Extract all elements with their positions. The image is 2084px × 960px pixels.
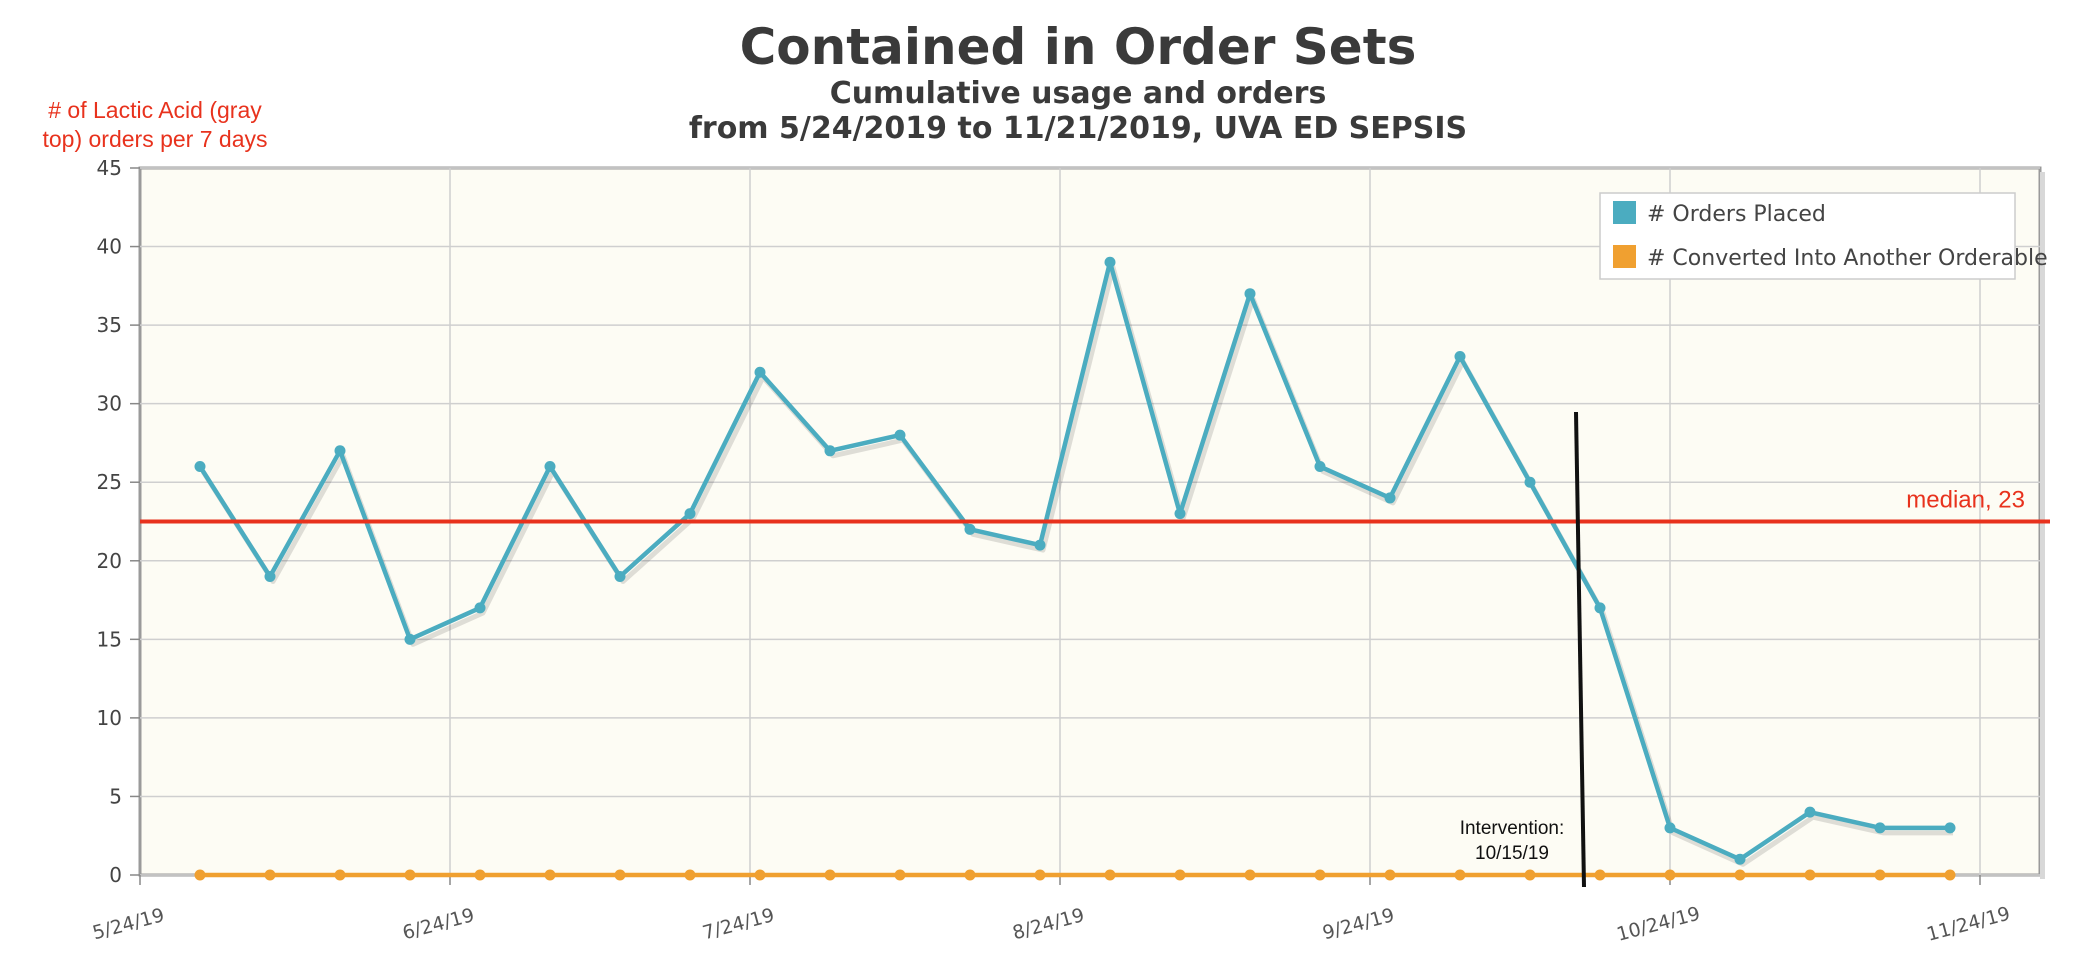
data-point-orders-placed: [1594, 602, 1606, 614]
x-tick-label: 10/24/19: [1614, 903, 1702, 946]
data-point-converted: [544, 869, 556, 881]
intervention-label-line-1: Intervention:: [1460, 818, 1565, 839]
y-tick-label: 25: [97, 470, 122, 494]
data-point-orders-placed: [1314, 461, 1326, 473]
data-point-converted: [1944, 869, 1956, 881]
data-point-converted: [264, 869, 276, 881]
data-point-orders-placed: [1524, 476, 1536, 488]
y-tick-label: 30: [97, 392, 122, 416]
chart-subtitle-line-2: from 5/24/2019 to 11/21/2019, UVA ED SEP…: [689, 111, 1467, 146]
series-line-orders-placed: [198, 260, 1950, 862]
x-tick-label: 7/24/19: [700, 904, 776, 944]
data-point-converted: [1734, 869, 1746, 881]
data-point-orders-placed: [404, 633, 416, 645]
data-point-orders-placed: [1454, 351, 1466, 363]
data-point-orders-placed: [1034, 539, 1046, 551]
data-point-converted: [474, 869, 486, 881]
data-point-converted: [824, 869, 836, 881]
intervention-label-line-2: 10/15/19: [1475, 843, 1549, 864]
data-point-converted: [1384, 869, 1396, 881]
data-point-converted: [964, 869, 976, 881]
data-point-orders-placed: [1104, 256, 1116, 268]
legend-label-orders-placed: # Orders Placed: [1647, 202, 1826, 227]
data-point-converted: [1524, 869, 1536, 881]
y-axis-ticks: 0 5 10 15 20 25 30 35 40 45: [97, 156, 140, 887]
data-point-converted: [1594, 869, 1606, 881]
data-point-orders-placed: [614, 570, 626, 582]
plot-area-shadow: [2040, 172, 2045, 879]
intervention-layer: Intervention: 10/15/19: [1460, 411, 1586, 888]
data-point-converted: [1454, 869, 1466, 881]
data-point-orders-placed: [544, 461, 556, 473]
intervention-line: [1574, 411, 1586, 888]
x-tick-label: 9/24/19: [1320, 904, 1396, 944]
data-point-orders-placed: [824, 445, 836, 457]
x-axis-ticks: 5/24/19 6/24/19 7/24/19 8/24/19 9/24/19 10/24…: [90, 875, 2013, 946]
data-point-orders-placed: [964, 523, 976, 535]
data-point-converted: [1104, 869, 1116, 881]
x-tick-label: 11/24/19: [1924, 903, 2012, 946]
data-point-converted: [1034, 869, 1046, 881]
data-point-converted: [194, 869, 206, 881]
data-point-converted: [1244, 869, 1256, 881]
legend-label-converted: # Converted Into Another Orderable: [1647, 246, 2048, 271]
data-point-orders-placed: [1734, 853, 1746, 865]
data-point-converted: [1874, 869, 1886, 881]
y-tick-label: 10: [97, 706, 122, 730]
data-point-orders-placed: [894, 429, 906, 441]
x-tick-label: 6/24/19: [400, 904, 476, 944]
legend-swatch-orders-placed: [1611, 199, 1638, 226]
data-point-orders-placed: [474, 602, 486, 614]
data-point-converted: [404, 869, 416, 881]
data-point-converted: [1174, 869, 1186, 881]
data-point-orders-placed: [1804, 806, 1816, 818]
series-layer: [194, 256, 1956, 881]
y-tick-label: 35: [97, 313, 122, 337]
data-point-converted: [334, 869, 346, 881]
legend-box: [1599, 192, 2016, 280]
y-tick-label: 20: [97, 549, 122, 573]
y-axis-label-line-1: # of Lactic Acid (gray: [48, 97, 262, 123]
y-tick-label: 5: [109, 784, 122, 808]
data-point-converted: [1664, 869, 1676, 881]
legend-swatch-converted: [1611, 243, 1638, 270]
data-point-orders-placed: [1174, 508, 1186, 520]
y-tick-label: 0: [109, 863, 122, 887]
data-point-converted: [894, 869, 906, 881]
data-point-orders-placed: [194, 461, 206, 473]
chart-subtitle-line-1: Cumulative usage and orders: [830, 76, 1327, 111]
data-point-orders-placed: [1384, 492, 1396, 504]
data-point-orders-placed: [754, 366, 766, 378]
x-tick-label: 5/24/19: [90, 904, 166, 944]
data-point-orders-placed: [1664, 822, 1676, 834]
data-point-converted: [614, 869, 626, 881]
data-point-orders-placed: [264, 570, 276, 582]
data-point-converted: [754, 869, 766, 881]
median-label: median, 23: [1906, 487, 2025, 514]
y-tick-label: 45: [97, 156, 122, 180]
data-point-orders-placed: [334, 445, 346, 457]
y-tick-label: 15: [97, 627, 122, 651]
data-point-converted: [1804, 869, 1816, 881]
x-tick-label: 8/24/19: [1010, 904, 1086, 944]
data-point-converted: [684, 869, 696, 881]
legend: # Orders Placed # Converted Into Another…: [1599, 192, 2048, 280]
median-layer: median, 23: [140, 487, 2050, 524]
chart-title: Contained in Order Sets: [740, 18, 1417, 76]
y-axis-label-line-2: top) orders per 7 days: [42, 126, 267, 152]
data-point-orders-placed: [1874, 822, 1886, 834]
data-point-orders-placed: [1244, 288, 1256, 300]
data-point-orders-placed: [684, 508, 696, 520]
y-tick-label: 40: [97, 235, 122, 259]
data-point-orders-placed: [1944, 822, 1956, 834]
data-point-converted: [1314, 869, 1326, 881]
